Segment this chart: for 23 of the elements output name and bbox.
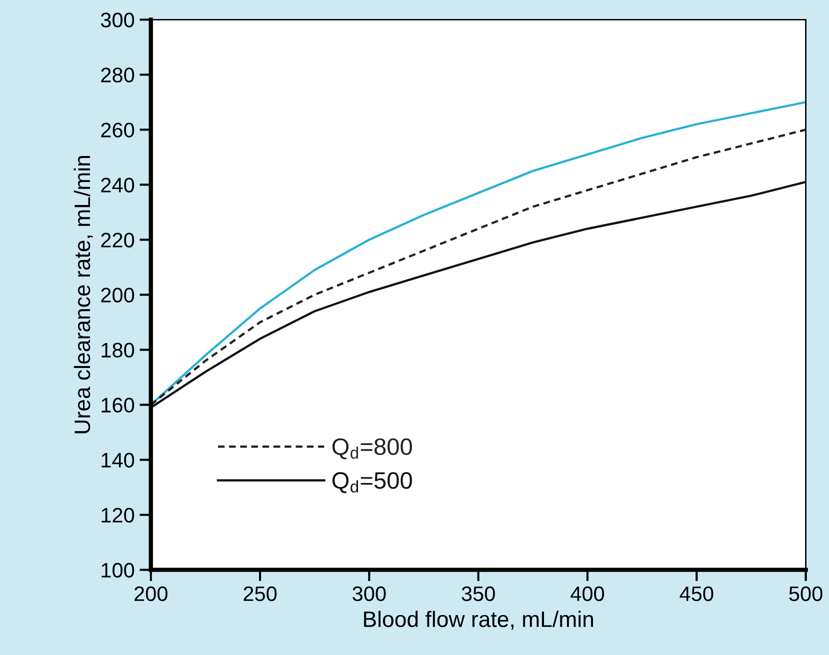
line-series <box>150 180 806 409</box>
x-tick-label: 400 <box>570 586 604 602</box>
y-tick-label: 160 <box>102 398 134 413</box>
x-tick-label: 500 <box>789 586 822 602</box>
x-tick-label: 250 <box>244 586 277 602</box>
x-tick-label: 350 <box>462 586 495 602</box>
y-tick-label: 300 <box>100 12 134 28</box>
legend-label: Q$_{d}$=500 <box>332 472 412 494</box>
x-axis-title: Blood flow rate, mL/min <box>364 610 593 630</box>
x-tick-label: 300 <box>352 586 386 602</box>
y-axis-title: Urea clearance rate, mL/min <box>74 156 93 434</box>
y-tick-label: 200 <box>101 288 134 303</box>
x-tick-label: 450 <box>680 586 714 602</box>
y-tick-label: 100 <box>102 562 134 578</box>
legend-label: Q$_{d}$=800 <box>332 438 412 460</box>
y-tick-label: 280 <box>101 68 134 82</box>
x-tick-label: 200 <box>134 586 168 602</box>
y-tick-label: 140 <box>102 452 134 468</box>
y-tick-label: 260 <box>101 122 134 138</box>
y-tick-label: 180 <box>102 342 134 358</box>
y-tick-label: 240 <box>101 178 134 192</box>
y-tick-label: 120 <box>102 508 134 523</box>
y-tick-label: 220 <box>101 232 134 248</box>
